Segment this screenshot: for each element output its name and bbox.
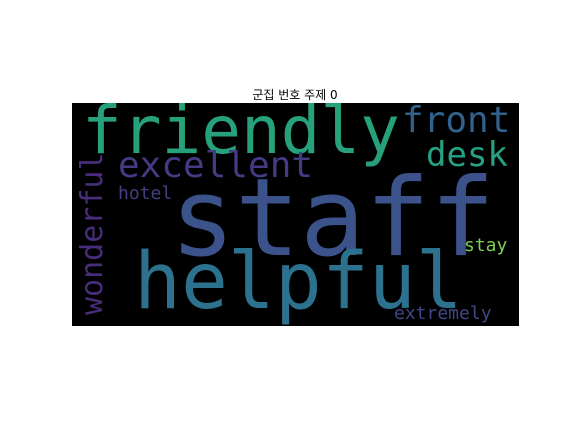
cloud-word-staff: staff (170, 156, 496, 281)
cloud-word-wonderful: wonderful (75, 152, 110, 315)
chart-title: 군집 번호 주제 0 (252, 88, 338, 102)
cloud-word-front: front (402, 103, 511, 141)
cloud-word-extremely: extremely (394, 303, 492, 324)
cloud-word-excellent: excellent (118, 145, 314, 186)
cloud-word-friendly: friendly (82, 103, 400, 169)
word-cloud-area: staff helpful friendly excellent front desk wo… (72, 103, 519, 326)
cloud-word-stay: stay (464, 235, 508, 256)
cloud-word-hotel: hotel (118, 183, 173, 204)
cloud-word-helpful: helpful (134, 237, 463, 326)
cloud-word-desk: desk (426, 135, 508, 175)
